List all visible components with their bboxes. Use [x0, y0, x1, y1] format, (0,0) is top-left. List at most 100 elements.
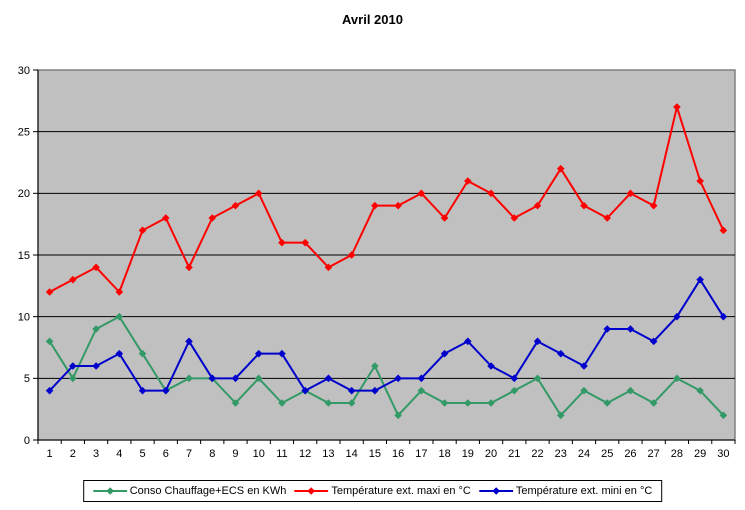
x-tick-label: 30 [717, 448, 729, 460]
data-point-marker [696, 386, 704, 395]
data-point-marker [464, 399, 472, 407]
x-axis-labels: 1 2 3 4 5 6 7 8 9 10 11 12 13 14 15 16 17 18 19 20 21 22 23 24 2… [37, 440, 736, 460]
x-tick-label: 18 [438, 448, 450, 460]
data-point-marker [92, 325, 100, 333]
x-tick-label: 28 [671, 448, 683, 460]
data-point-marker [92, 362, 100, 370]
x-tick-label: 11 [276, 448, 287, 460]
legend-item-label: Conso Chauffage+ECS en KWh [129, 485, 287, 497]
data-point-marker [580, 201, 588, 210]
data-point-marker [464, 337, 472, 346]
data-point-marker [394, 374, 402, 383]
x-tick-label: 21 [508, 448, 520, 460]
data-point-marker [440, 349, 449, 358]
data-point-marker [254, 189, 263, 198]
legend-series-marker-icon [92, 487, 127, 495]
data-point-marker [394, 411, 402, 420]
x-tick-label: 19 [462, 448, 474, 460]
data-point-marker [161, 214, 170, 222]
data-point-marker [301, 238, 309, 247]
data-point-marker [371, 386, 379, 395]
x-tick-label: 7 [186, 448, 192, 460]
legend-item-label: Température ext. maxi en °C [331, 485, 471, 497]
legend-item-label: Température ext. mini en °C [515, 485, 653, 497]
legend-diamond-icon [105, 487, 114, 495]
y-tick-label: 25 [18, 127, 30, 139]
x-tick-label: 5 [139, 448, 145, 460]
y-tick-label: 5 [24, 373, 30, 385]
legend-series-marker-icon [478, 487, 513, 495]
data-point-marker [440, 214, 449, 222]
data-point-marker [185, 263, 193, 272]
data-point-marker [231, 399, 240, 407]
y-tick-label: 30 [18, 65, 30, 77]
data-point-marker [533, 374, 542, 383]
data-point-marker [254, 349, 263, 358]
data-point-marker [603, 399, 612, 407]
data-point-marker [278, 399, 286, 407]
series-Température ext. maxi en °C [45, 103, 728, 296]
x-tick-label: 26 [624, 448, 636, 460]
legend-series-marker-icon [294, 487, 329, 495]
data-point-marker [510, 214, 519, 222]
data-point-marker [371, 201, 379, 210]
data-point-marker [347, 386, 356, 395]
data-point-marker [161, 386, 170, 395]
data-point-marker [208, 214, 217, 222]
data-point-marker [487, 362, 495, 370]
y-axis-labels: 0 5 10 15 20 25 30 [18, 65, 38, 447]
data-point-marker [673, 374, 681, 383]
series-line [48, 278, 725, 392]
x-tick-label: 1 [47, 448, 53, 460]
data-point-marker [417, 189, 426, 198]
data-point-marker [394, 201, 402, 210]
data-point-marker [556, 411, 565, 420]
data-point-marker [673, 312, 681, 321]
data-point-marker [580, 362, 588, 370]
data-point-marker [278, 238, 286, 247]
data-point-marker [487, 189, 495, 198]
x-tick-label: 24 [578, 448, 590, 460]
x-tick-label: 29 [694, 448, 706, 460]
data-point-marker [231, 201, 240, 210]
data-point-marker [45, 386, 54, 395]
y-tick-label: 10 [18, 312, 30, 324]
data-point-marker [719, 411, 728, 420]
data-point-marker [92, 263, 100, 272]
data-point-marker [580, 386, 588, 395]
data-point-marker [115, 349, 124, 358]
data-point-marker [626, 189, 635, 198]
data-point-marker [115, 312, 124, 321]
x-tick-label: 2 [70, 448, 76, 460]
x-tick-label: 13 [322, 448, 334, 460]
data-point-marker [371, 362, 379, 370]
legend-diamond-icon [492, 487, 500, 495]
data-point-marker [696, 275, 704, 284]
data-point-marker [673, 103, 681, 111]
chart-legend: Conso Chauffage+ECS en KWh Température ex… [82, 480, 663, 502]
data-point-marker [69, 362, 77, 370]
gridlines [38, 131, 735, 379]
series-line [48, 315, 725, 417]
data-point-marker [649, 201, 658, 210]
x-tick-label: 20 [485, 448, 497, 460]
x-tick-label: 27 [648, 448, 660, 460]
x-tick-label: 9 [232, 448, 238, 460]
data-point-marker [278, 349, 286, 358]
data-point-marker [324, 374, 333, 383]
data-point-marker [649, 337, 658, 346]
data-point-marker [626, 386, 635, 395]
legend-item: Conso Chauffage+ECS en KWh [92, 485, 287, 497]
x-tick-label: 8 [209, 448, 215, 460]
data-point-marker [185, 337, 193, 346]
y-tick-label: 20 [18, 188, 30, 200]
data-point-marker [719, 226, 728, 235]
data-point-marker [487, 399, 495, 407]
data-point-marker [626, 325, 635, 333]
data-point-marker [603, 325, 612, 333]
data-point-marker [324, 399, 333, 407]
data-point-marker [719, 312, 728, 321]
data-point-marker [185, 374, 193, 383]
